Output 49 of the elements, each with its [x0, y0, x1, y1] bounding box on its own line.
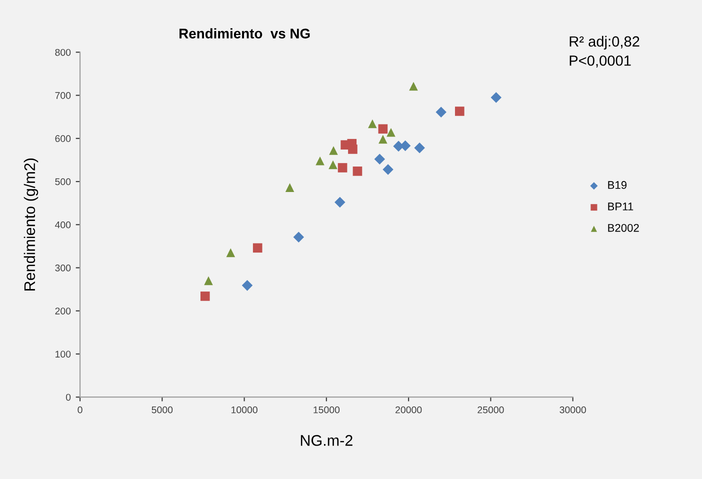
- point: [334, 196, 346, 208]
- x-tick-label: 10000: [232, 406, 258, 414]
- y-tick-label: 300: [55, 264, 71, 272]
- y-tick-label: 200: [55, 308, 71, 314]
- point: [382, 164, 394, 175]
- point: [252, 243, 262, 253]
- point: [285, 183, 294, 192]
- point: [293, 232, 304, 243]
- y-tick-label: 0: [66, 394, 71, 401]
- point: [490, 92, 502, 103]
- x-tick-label: 30000: [560, 406, 586, 414]
- point: [242, 280, 253, 291]
- x-tick-label: 20000: [396, 406, 422, 414]
- point: [386, 128, 396, 137]
- y-tick-label: 700: [55, 92, 71, 99]
- point: [226, 248, 236, 258]
- y-axis-title: Rendimiento (g/m2): [24, 158, 38, 290]
- y-tick-label: 400: [55, 221, 71, 228]
- point: [200, 292, 210, 301]
- text: R² adj:0,82: [570, 36, 640, 50]
- point: [409, 82, 418, 91]
- y-tick-label: 100: [56, 350, 71, 358]
- y-tick-label: 600: [55, 135, 71, 142]
- point: [436, 106, 446, 118]
- point: [374, 154, 386, 165]
- legend-label: BP11: [608, 202, 634, 210]
- point: [316, 156, 324, 166]
- point: [368, 119, 377, 128]
- point: [348, 144, 358, 154]
- y-tick-label: 800: [55, 48, 71, 56]
- x-tick-label: 0: [78, 406, 82, 414]
- x-tick-label: 15000: [314, 406, 340, 414]
- x-axis-title: NG.m-2: [300, 435, 352, 446]
- y-tick-label: 500: [55, 178, 71, 186]
- point: [454, 106, 464, 116]
- point: [328, 160, 338, 170]
- chart-title: Rendimiento vs NG: [180, 28, 310, 38]
- point: [338, 163, 348, 172]
- point: [329, 146, 338, 155]
- point: [378, 134, 388, 144]
- point: [352, 166, 362, 176]
- point: [414, 142, 425, 154]
- legend-label: B2002: [608, 224, 639, 232]
- x-tick-label: 5000: [152, 406, 173, 414]
- x-tick-label: 25000: [478, 406, 504, 414]
- point: [204, 276, 213, 286]
- legend-label: B19: [608, 181, 627, 189]
- point: [378, 124, 388, 134]
- annotation: P<0,0001: [570, 55, 631, 68]
